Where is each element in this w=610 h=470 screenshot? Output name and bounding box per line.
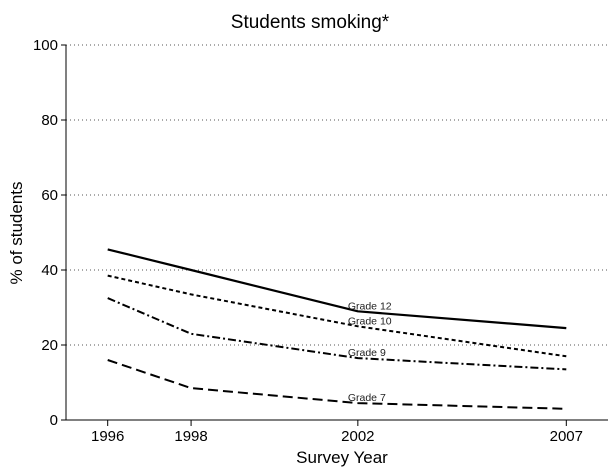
chart-title: Students smoking* xyxy=(231,12,390,33)
y-tick-label: 60 xyxy=(41,187,58,204)
series-label: Grade 7 xyxy=(348,392,386,404)
y-tick-label: 80 xyxy=(41,112,58,129)
series-labels: Grade 12 Grade 10 Grade 9 Grade 7 xyxy=(348,300,392,404)
series-line-grade-12 xyxy=(107,248,567,330)
y-tick-label: 100 xyxy=(33,37,58,54)
series-lines xyxy=(107,248,567,410)
y-tick-label: 0 xyxy=(50,412,58,429)
y-tick-label: 20 xyxy=(41,337,58,354)
series-line-grade-7 xyxy=(107,359,567,410)
series-line-grade-9 xyxy=(107,297,567,371)
grid-lines xyxy=(66,44,608,346)
x-tick-label: 1998 xyxy=(174,428,207,445)
x-tick-label: 1996 xyxy=(91,428,124,445)
series-label: Grade 9 xyxy=(348,347,386,359)
x-tick-label: 2007 xyxy=(550,428,583,445)
y-axis-label: % of students xyxy=(7,181,26,284)
series-label: Grade 12 xyxy=(348,300,392,312)
series-line-grade-10 xyxy=(107,274,567,358)
y-tick-label: 40 xyxy=(41,262,58,279)
x-axis-label: Survey Year xyxy=(296,448,388,467)
axes: 0 20 40 60 80 100 1996 1998 2002 2007 xyxy=(33,37,608,445)
x-tick-label: 2002 xyxy=(341,428,374,445)
series-label: Grade 10 xyxy=(348,315,392,327)
